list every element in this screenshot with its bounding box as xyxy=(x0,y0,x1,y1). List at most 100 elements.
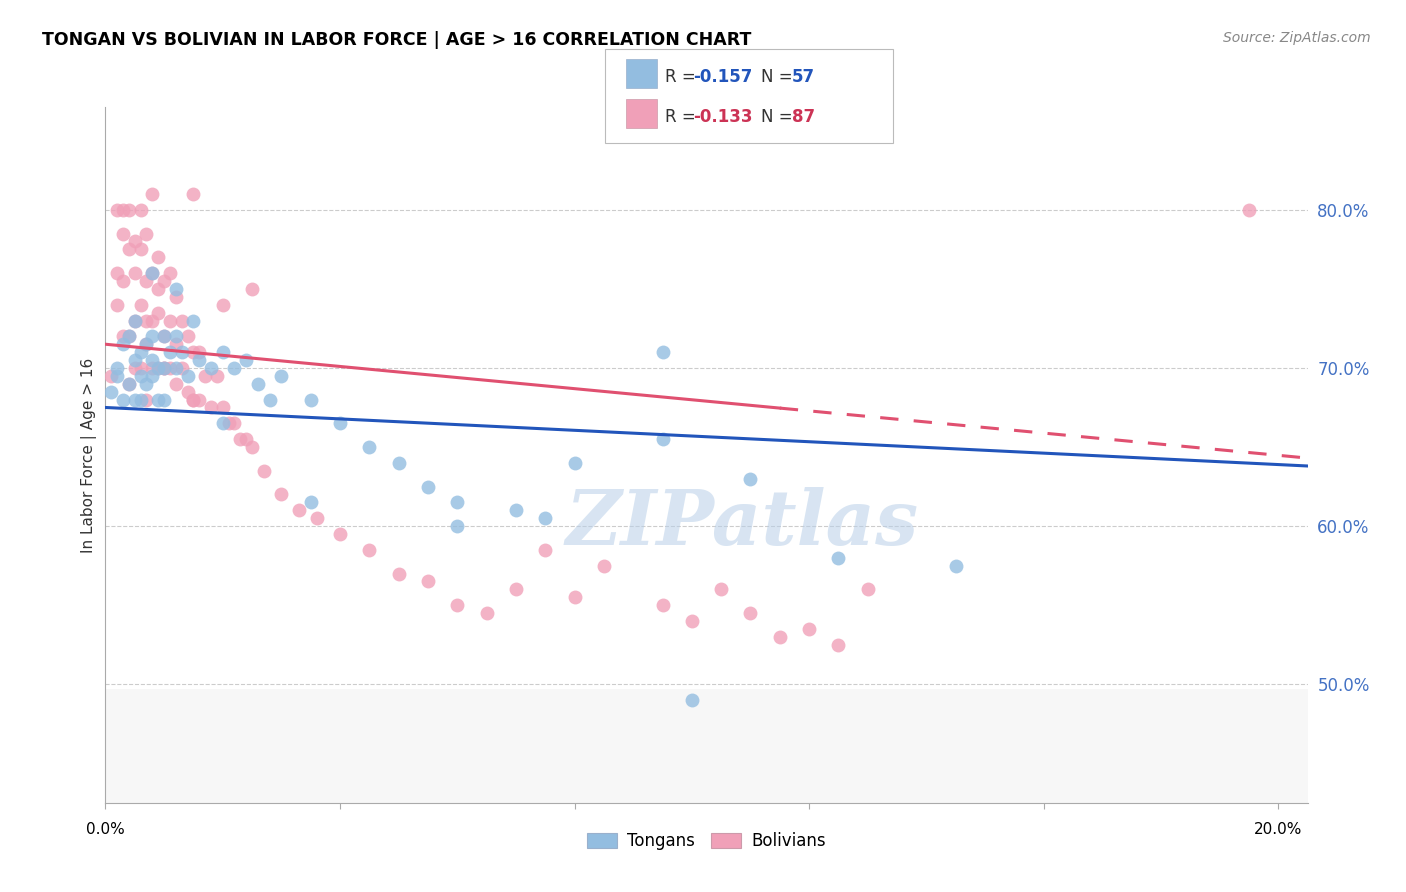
Point xyxy=(827,638,849,652)
Point xyxy=(148,392,170,407)
Point xyxy=(148,360,170,375)
Legend: Tongans, Bolivians: Tongans, Bolivians xyxy=(579,824,834,858)
Point xyxy=(183,392,205,407)
Point xyxy=(118,202,141,217)
Point xyxy=(651,598,673,612)
Point xyxy=(200,360,222,375)
Point xyxy=(200,401,222,415)
Text: N =: N = xyxy=(761,69,797,87)
Point xyxy=(112,202,135,217)
Point xyxy=(564,456,586,470)
Point xyxy=(148,250,170,264)
Point xyxy=(651,345,673,359)
Point xyxy=(505,503,527,517)
Point xyxy=(135,337,157,351)
Point xyxy=(359,542,381,557)
Text: -0.133: -0.133 xyxy=(693,108,752,126)
Point xyxy=(235,432,257,446)
Point xyxy=(135,227,157,241)
Point xyxy=(211,417,233,431)
Point xyxy=(246,376,269,391)
Point xyxy=(165,329,187,343)
Point xyxy=(112,274,135,288)
Point xyxy=(165,282,187,296)
Point xyxy=(769,630,792,644)
Point xyxy=(118,329,141,343)
Point xyxy=(105,360,128,375)
Point xyxy=(159,360,181,375)
Point xyxy=(534,542,557,557)
Point xyxy=(270,368,292,383)
Text: 57: 57 xyxy=(792,69,814,87)
Point xyxy=(856,582,879,597)
Point xyxy=(329,417,352,431)
Point xyxy=(681,693,703,707)
Point xyxy=(253,464,276,478)
Point xyxy=(153,329,176,343)
Point xyxy=(153,329,176,343)
Point xyxy=(141,266,163,280)
Point xyxy=(135,274,157,288)
Point xyxy=(153,360,176,375)
Point xyxy=(945,558,967,573)
Point xyxy=(176,384,198,399)
Point xyxy=(129,345,152,359)
Point xyxy=(100,368,122,383)
Point xyxy=(148,360,170,375)
Point xyxy=(651,432,673,446)
Point xyxy=(188,345,211,359)
Point xyxy=(124,360,146,375)
Point xyxy=(534,511,557,525)
Point xyxy=(235,353,257,368)
Point xyxy=(148,282,170,296)
Point xyxy=(183,313,205,327)
Point xyxy=(153,360,176,375)
Point xyxy=(416,574,439,589)
Point xyxy=(129,360,152,375)
Point xyxy=(124,353,146,368)
Point xyxy=(129,368,152,383)
Point xyxy=(118,376,141,391)
Point xyxy=(135,392,157,407)
Point xyxy=(188,392,211,407)
Point xyxy=(299,495,322,509)
Point xyxy=(118,376,141,391)
Text: TONGAN VS BOLIVIAN IN LABOR FORCE | AGE > 16 CORRELATION CHART: TONGAN VS BOLIVIAN IN LABOR FORCE | AGE … xyxy=(42,31,752,49)
Point xyxy=(170,345,193,359)
Point xyxy=(218,417,240,431)
Point xyxy=(305,511,328,525)
Point xyxy=(329,527,352,541)
Point xyxy=(124,235,146,249)
Point xyxy=(475,606,498,620)
Point xyxy=(183,345,205,359)
Point xyxy=(827,550,849,565)
Point xyxy=(159,266,181,280)
Text: 20.0%: 20.0% xyxy=(1254,822,1302,837)
Point xyxy=(183,186,205,201)
Point xyxy=(564,591,586,605)
Point xyxy=(176,368,198,383)
Point xyxy=(165,290,187,304)
Point xyxy=(141,313,163,327)
Text: -0.157: -0.157 xyxy=(693,69,752,87)
Point xyxy=(505,582,527,597)
Point xyxy=(170,360,193,375)
Point xyxy=(135,376,157,391)
Point xyxy=(224,417,246,431)
Text: Source: ZipAtlas.com: Source: ZipAtlas.com xyxy=(1223,31,1371,45)
Point xyxy=(112,329,135,343)
Point xyxy=(159,345,181,359)
Point xyxy=(211,345,233,359)
Text: 87: 87 xyxy=(792,108,814,126)
Point xyxy=(141,329,163,343)
Point xyxy=(211,298,233,312)
Point xyxy=(129,392,152,407)
Point xyxy=(183,392,205,407)
Point xyxy=(135,313,157,327)
Point xyxy=(259,392,281,407)
Point xyxy=(165,337,187,351)
Point xyxy=(211,401,233,415)
Y-axis label: In Labor Force | Age > 16: In Labor Force | Age > 16 xyxy=(82,358,97,552)
Point xyxy=(135,337,157,351)
Point xyxy=(129,243,152,257)
